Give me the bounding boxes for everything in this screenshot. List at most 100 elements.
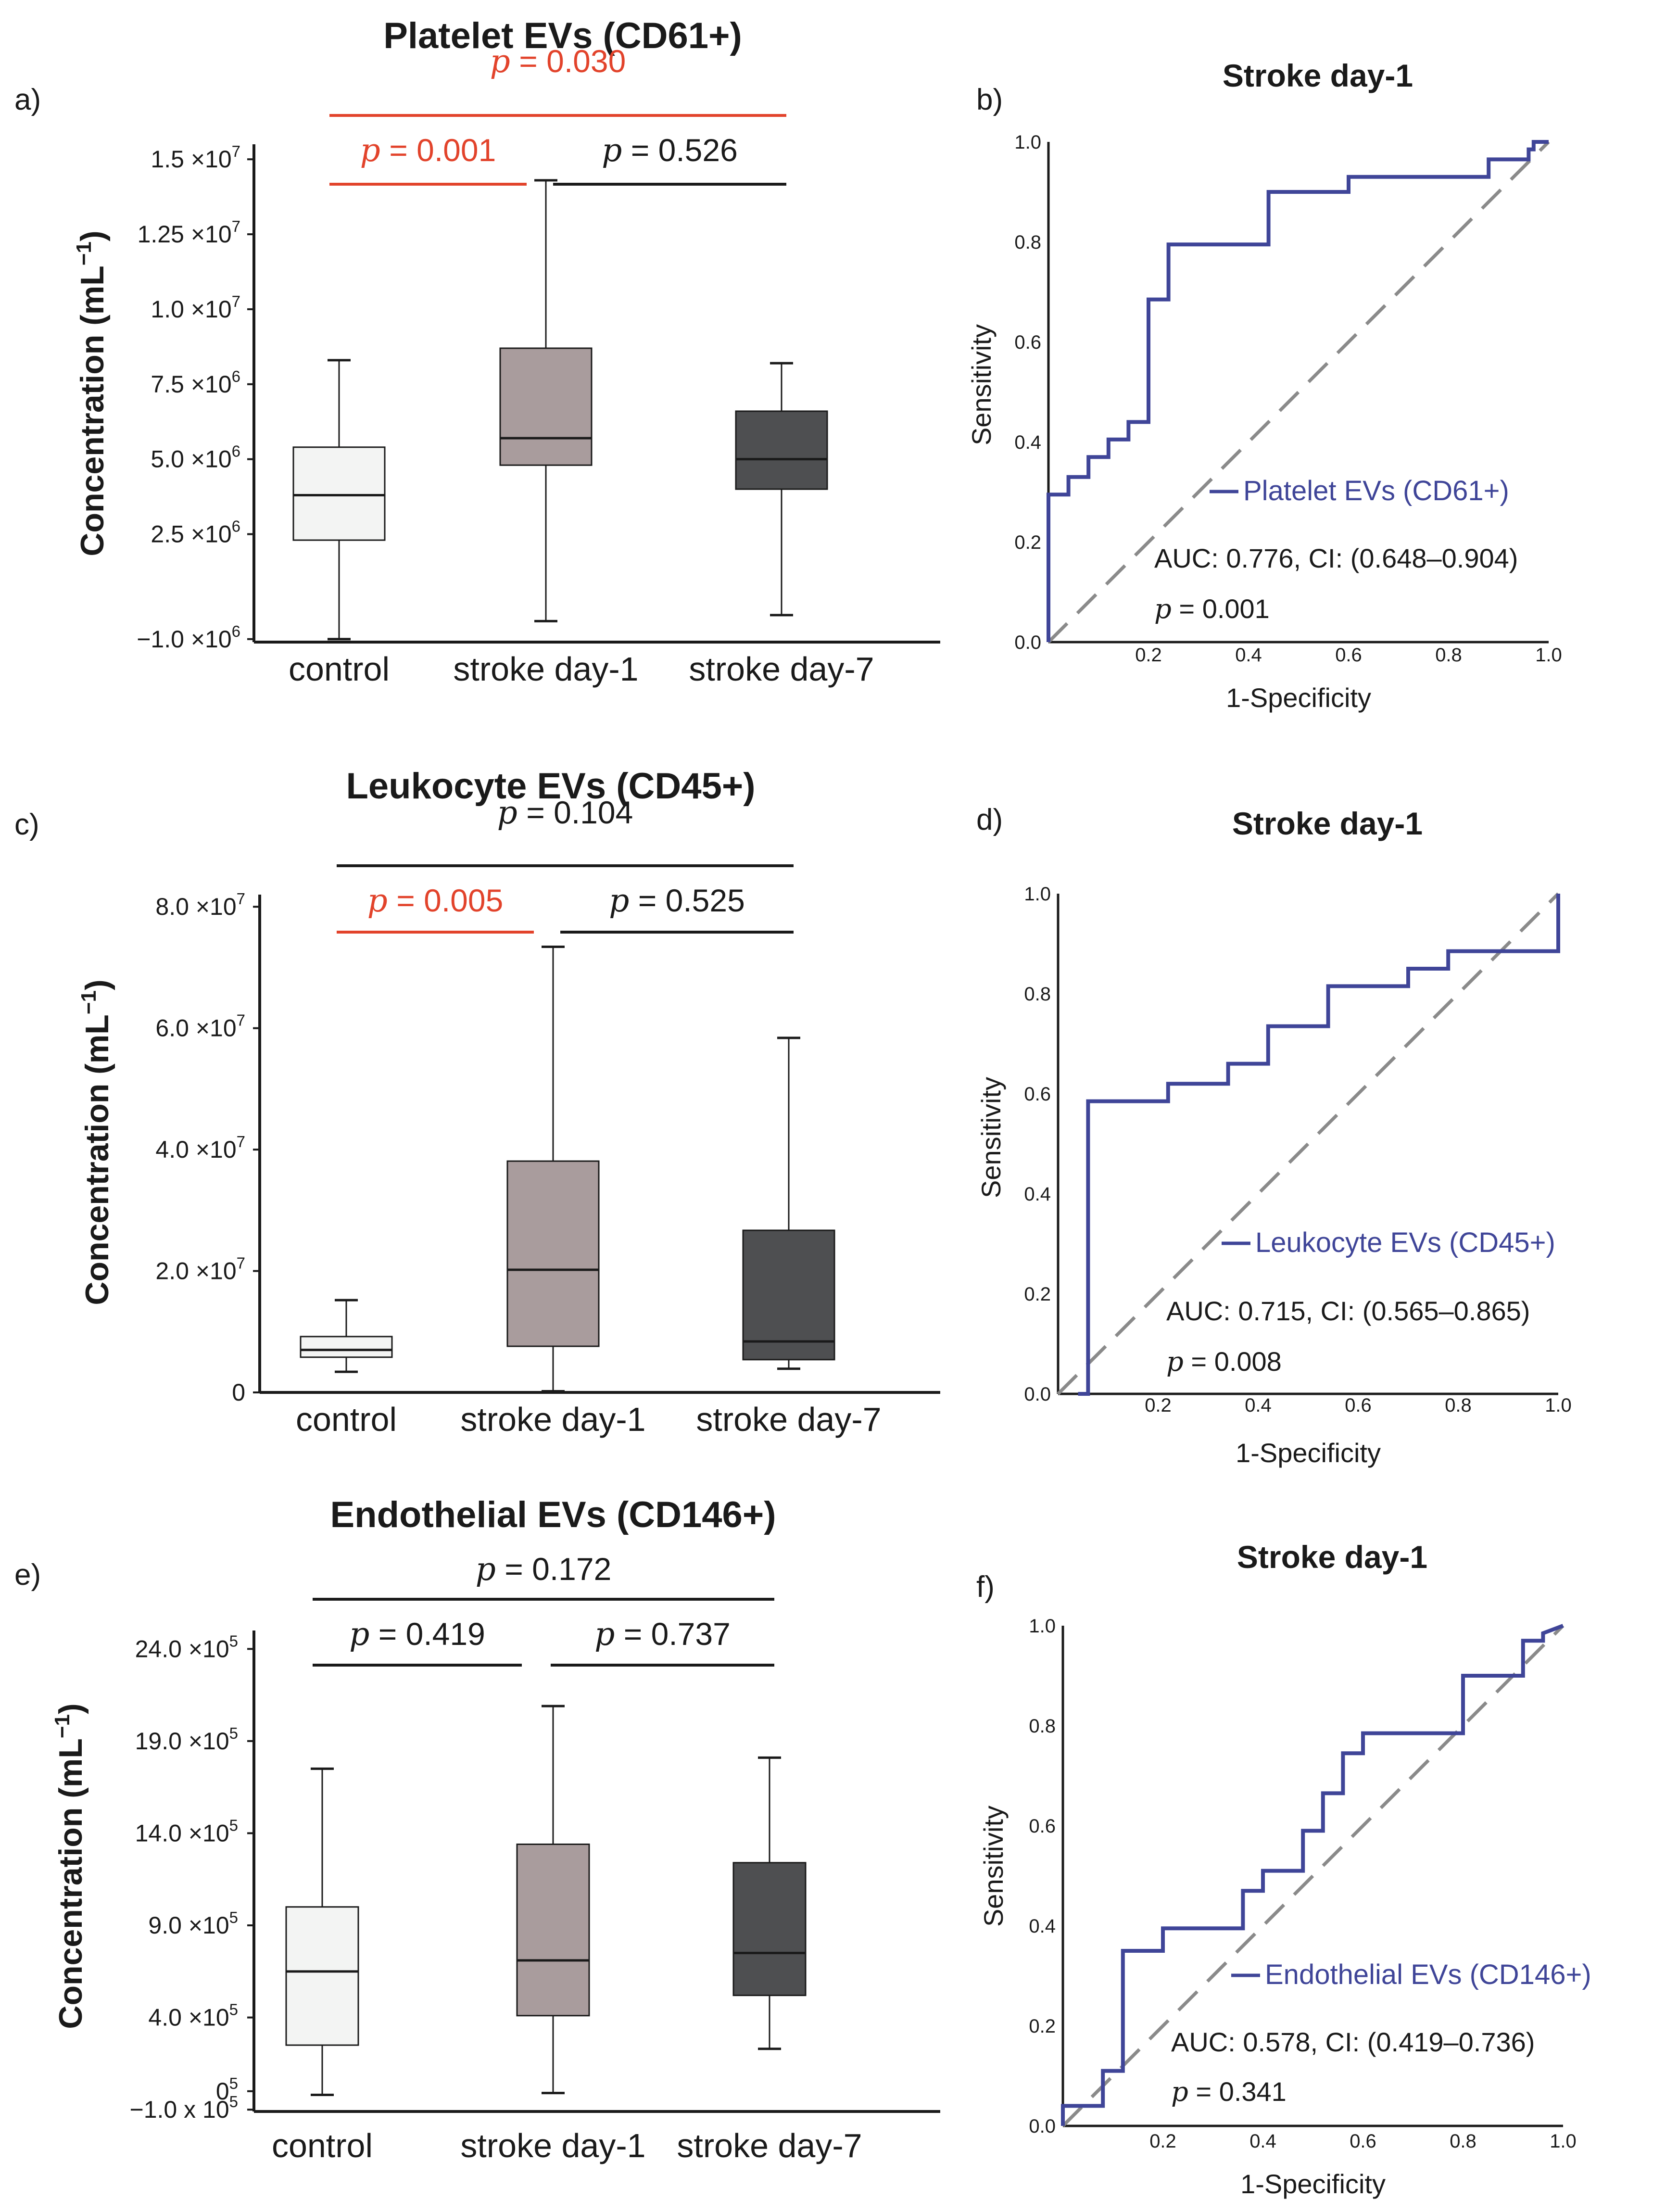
y-tick-exponent: 7 xyxy=(232,292,240,310)
y-tick-label: 0.8 xyxy=(1014,232,1041,253)
p-value: 0.008 xyxy=(1214,1346,1282,1377)
y-axis-label-exponent: −1 xyxy=(77,990,101,1014)
y-tick-label: 6.0 ×107 xyxy=(155,1011,245,1042)
x-axis-label: 1-Specificity xyxy=(1236,1438,1381,1468)
category-label: stroke day-7 xyxy=(689,650,874,688)
legend-label: Leukocyte EVs (CD45+) xyxy=(1255,1227,1555,1258)
p-equals: = xyxy=(629,883,665,918)
y-tick-mantissa: 19.0 ×10 xyxy=(135,1728,229,1755)
p-value-label: p = 0.005 xyxy=(367,882,504,919)
y-axis-label-exponent: −1 xyxy=(72,241,96,265)
y-tick-exponent: 7 xyxy=(237,1011,245,1029)
panel-letter: d) xyxy=(976,803,1003,836)
roc-panel-2: f) Stroke day-1 0.0 0.2 0.4 0.6 0.8 1.0 0.2 0.4 0.… xyxy=(976,1539,1591,2199)
y-tick-exponent: 5 xyxy=(229,1816,238,1834)
p-equals: = xyxy=(388,883,424,918)
p-equals: = xyxy=(510,43,546,79)
roc-panel-0: b) Stroke day-1 0.0 0.2 0.4 0.6 0.8 1.0 0.2 0.4 0.… xyxy=(966,58,1562,713)
p-value-label: p = 0.341 xyxy=(1171,2076,1287,2108)
box-stroke-day-1 xyxy=(516,1705,590,2095)
iqr-box xyxy=(506,1160,600,1347)
y-tick-label: 9.0 ×105 xyxy=(148,1909,238,1939)
x-tick-label: 0.6 xyxy=(1350,2131,1376,2152)
y-tick-label: 24.0 ×105 xyxy=(135,1632,238,1662)
p-value: 0.001 xyxy=(416,132,496,168)
p-value-label: p = 0.104 xyxy=(497,794,633,831)
p-symbol: p xyxy=(360,132,380,169)
x-tick-label: 0.6 xyxy=(1335,645,1362,666)
y-tick-mantissa: 24.0 ×10 xyxy=(135,1635,229,1662)
roc-curve xyxy=(1061,1624,1564,2126)
panel-title: Endothelial EVs (CD146+) xyxy=(330,1494,776,1535)
box-control xyxy=(292,359,386,641)
y-tick-exponent: 5 xyxy=(229,1724,238,1742)
y-tick-label: 8.0 ×107 xyxy=(155,890,245,920)
y-tick-exponent: 7 xyxy=(237,1133,245,1150)
p-value-label: p = 0.419 xyxy=(349,1616,485,1653)
p-equals: = xyxy=(380,132,416,168)
p-equals: = xyxy=(622,132,658,168)
y-tick-exponent: 7 xyxy=(232,142,240,160)
p-value-label: p = 0.001 xyxy=(1154,594,1270,625)
panel-title: Stroke day-1 xyxy=(1232,806,1423,841)
y-axis-label: Concentration (mL−1) xyxy=(50,1703,89,2029)
y-tick-label: 4.0 ×107 xyxy=(155,1133,245,1163)
legend-label: Platelet EVs (CD61+) xyxy=(1243,475,1509,506)
y-axis-label-close: ) xyxy=(52,1703,89,1714)
y-axis-label-close: ) xyxy=(79,979,115,990)
y-tick-exponent: 5 xyxy=(229,2074,238,2092)
box-control xyxy=(300,1299,393,1373)
x-tick-label: 0.8 xyxy=(1435,645,1462,666)
y-tick-exponent: 7 xyxy=(237,1254,245,1272)
p-value-label: p = 0.001 xyxy=(360,132,496,169)
y-tick-mantissa: 9.0 ×10 xyxy=(148,1912,229,1939)
chance-diagonal xyxy=(1047,140,1550,644)
iqr-box xyxy=(300,1336,393,1358)
p-equals: = xyxy=(496,1551,532,1587)
panel-letter: e) xyxy=(14,1558,41,1592)
y-tick-label: 1.25 ×107 xyxy=(138,217,240,248)
p-symbol: p xyxy=(1154,594,1172,625)
category-label: control xyxy=(272,2127,373,2164)
panel-letter: f) xyxy=(976,1570,995,1604)
roc-curve xyxy=(1078,894,1560,1396)
panel-letter: c) xyxy=(14,808,39,841)
p-equals: = xyxy=(517,795,554,830)
p-value-label: p = 0.172 xyxy=(476,1551,612,1588)
p-symbol: p xyxy=(609,882,629,919)
y-tick-label: 0.4 xyxy=(1024,1184,1051,1205)
chance-diagonal xyxy=(1061,1624,1565,2127)
y-tick-exponent: 6 xyxy=(232,367,240,385)
y-tick-label: 19.0 ×105 xyxy=(135,1724,238,1755)
y-tick-label: 0.6 xyxy=(1024,1084,1051,1105)
y-tick-label: 0.4 xyxy=(1014,432,1041,453)
category-label: control xyxy=(289,650,390,688)
p-equals: = xyxy=(369,1616,405,1652)
box-control xyxy=(285,1767,359,2097)
p-equals: = xyxy=(1188,2076,1219,2107)
y-tick-label: 0.2 xyxy=(1024,1284,1051,1305)
p-equals: = xyxy=(615,1616,651,1652)
x-tick-label: 0.2 xyxy=(1149,2131,1176,2152)
y-tick-exponent: 7 xyxy=(237,890,245,908)
y-tick-label: 0.6 xyxy=(1029,1816,1056,1837)
p-value: 0.104 xyxy=(554,795,633,830)
panel-letter: a) xyxy=(14,83,41,116)
y-tick-label: 0.6 xyxy=(1014,332,1041,353)
p-value-label: p = 0.737 xyxy=(594,1616,731,1653)
y-tick-exponent: 7 xyxy=(232,217,240,235)
x-tick-label: 0.4 xyxy=(1249,2131,1276,2152)
y-axis-label: Sensitivity xyxy=(966,324,997,445)
y-tick-mantissa: 2.0 ×10 xyxy=(155,1258,236,1285)
iqr-box xyxy=(292,446,386,541)
category-label: stroke day-1 xyxy=(453,650,638,688)
y-axis-label: Sensitivity xyxy=(978,1806,1009,1927)
p-value: 0.005 xyxy=(424,883,503,918)
x-tick-label: 1.0 xyxy=(1535,645,1562,666)
y-tick-label: 0.8 xyxy=(1029,1716,1056,1737)
y-tick-exponent: 5 xyxy=(229,2001,238,2019)
y-axis-label: Concentration (mL−1) xyxy=(72,230,111,556)
y-tick-label: 0.0 xyxy=(1029,2116,1056,2137)
p-symbol: p xyxy=(349,1616,369,1653)
